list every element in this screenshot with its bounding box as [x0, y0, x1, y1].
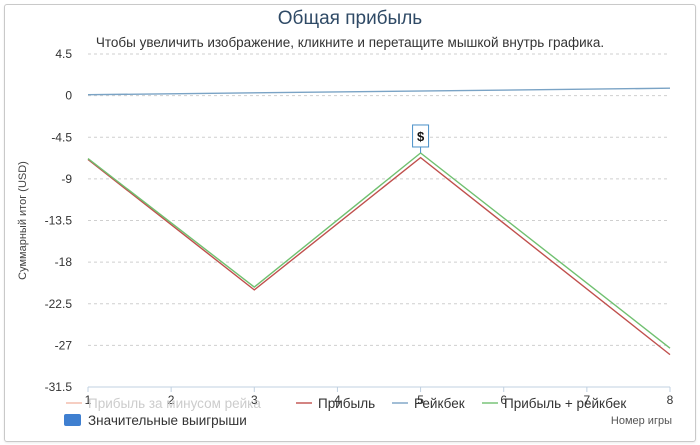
- y-tick-label: -18: [55, 255, 73, 269]
- x-tick-label: 6: [500, 393, 507, 407]
- x-axis-label: Номер игры: [611, 415, 672, 427]
- x-tick-label: 2: [168, 393, 175, 407]
- y-tick-label: -22.5: [45, 297, 73, 311]
- legend-label: Прибыль: [318, 396, 375, 411]
- y-tick-label: 0: [65, 89, 72, 103]
- flag-box: [412, 124, 430, 148]
- x-tick-label: 4: [334, 393, 341, 407]
- y-tick-label: -27: [55, 338, 73, 352]
- chart-title: Общая прибыль: [277, 8, 423, 29]
- y-tick-label: -4.5: [51, 130, 72, 144]
- x-tick-label: 3: [251, 393, 258, 407]
- legend-swatch-big-wins: [64, 414, 81, 426]
- x-tick-label: 1: [85, 393, 92, 407]
- flag-label: $: [417, 129, 425, 144]
- legend-label: Прибыль + рейкбек: [504, 396, 626, 411]
- x-tick-label: 8: [667, 393, 674, 407]
- x-tick-label: 7: [584, 393, 591, 407]
- y-axis-label: Суммарный итог (USD): [17, 161, 29, 280]
- y-tick-label: -31.5: [45, 380, 73, 394]
- x-tick-label: 5: [417, 393, 424, 407]
- chart-frame: [4, 4, 696, 442]
- y-tick-label: -13.5: [45, 214, 73, 228]
- series-line: [87, 152, 671, 349]
- legend-label: Рейкбек: [414, 396, 465, 411]
- y-tick-label: 4.5: [55, 47, 72, 61]
- series-line: [87, 87, 671, 96]
- legend-label-big-wins: Значительные выигрыши: [88, 413, 247, 428]
- legend-label: Прибыль за минусом рейка: [88, 396, 261, 411]
- y-tick-label: -9: [61, 172, 72, 186]
- series-line: [87, 156, 671, 356]
- chart-subtitle: Чтобы увеличить изображение, кликните и …: [95, 35, 605, 50]
